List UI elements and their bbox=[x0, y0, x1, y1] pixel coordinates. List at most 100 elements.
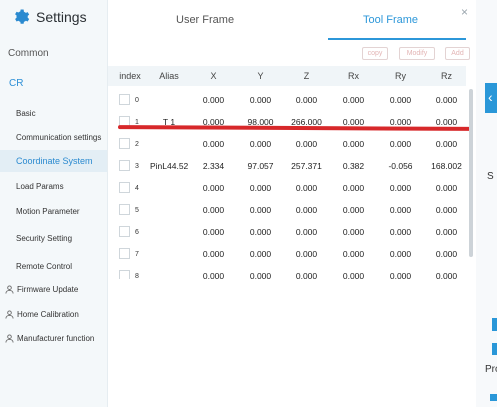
table-row[interactable]: 2 0.000 0.000 0.000 0.000 0.000 0.000 bbox=[108, 133, 466, 155]
cell-ry: 0.000 bbox=[389, 139, 412, 149]
app-title: Settings bbox=[36, 9, 87, 25]
side-expand-button[interactable] bbox=[485, 83, 497, 113]
row-index: 4 bbox=[135, 185, 139, 192]
copy-button[interactable]: copy bbox=[362, 47, 388, 60]
frame-tabs: User Frame Tool Frame × bbox=[108, 0, 476, 40]
row-checkbox[interactable] bbox=[119, 204, 130, 215]
cell-alias: T 1 bbox=[162, 117, 176, 127]
cell-x: 0.000 bbox=[202, 117, 225, 127]
background-indicator bbox=[490, 394, 497, 401]
add-button[interactable]: Add bbox=[445, 47, 470, 60]
cell-rz: 0.000 bbox=[435, 271, 458, 279]
chevron-left-icon: ‹ bbox=[488, 89, 493, 105]
sidebar-item-security-setting[interactable]: Security Setting bbox=[16, 234, 73, 243]
row-checkbox[interactable] bbox=[119, 160, 130, 171]
cell-ry: 0.000 bbox=[389, 95, 412, 105]
cell-rx: 0.000 bbox=[342, 183, 365, 193]
table-row[interactable]: 0 0.000 0.000 0.000 0.000 0.000 0.000 bbox=[108, 89, 466, 111]
table-row[interactable]: 6 0.000 0.000 0.000 0.000 0.000 0.000 bbox=[108, 221, 466, 243]
background-label-s: S bbox=[487, 171, 494, 182]
row-index: 3 bbox=[135, 163, 139, 170]
cell-ry: 0.000 bbox=[389, 227, 412, 237]
row-checkbox[interactable] bbox=[119, 270, 130, 279]
table-row[interactable]: 5 0.000 0.000 0.000 0.000 0.000 0.000 bbox=[108, 199, 466, 221]
row-index: 1 bbox=[135, 119, 139, 126]
sidebar-item-common[interactable]: Common bbox=[8, 48, 49, 59]
cell-x: 0.000 bbox=[202, 95, 225, 105]
sidebar-item-firmware-update[interactable]: Firmware Update bbox=[5, 285, 112, 294]
sidebar-item-label: Manufacturer function bbox=[17, 334, 95, 343]
row-index: 2 bbox=[135, 141, 139, 148]
cell-rz: 0.000 bbox=[435, 205, 458, 215]
row-checkbox[interactable] bbox=[119, 138, 130, 149]
person-icon bbox=[5, 285, 14, 294]
sidebar-item-cr[interactable]: CR bbox=[9, 78, 24, 89]
sidebar-item-basic[interactable]: Basic bbox=[16, 109, 36, 118]
cell-x: 0.000 bbox=[202, 227, 225, 237]
row-index: 5 bbox=[135, 207, 139, 214]
cell-rz: 0.000 bbox=[435, 95, 458, 105]
person-icon bbox=[5, 334, 14, 343]
cell-z: 0.000 bbox=[295, 183, 318, 193]
cell-z: 257.371 bbox=[291, 161, 322, 171]
table-row[interactable]: 4 0.000 0.000 0.000 0.000 0.000 0.000 bbox=[108, 177, 466, 199]
sidebar-item-coordinate-system[interactable]: Coordinate System bbox=[0, 150, 107, 172]
cell-rz: 0.000 bbox=[435, 183, 458, 193]
sidebar: Settings Common CR Basic Communication s… bbox=[0, 0, 108, 407]
column-header-x: X bbox=[210, 71, 217, 81]
cell-rz: 0.000 bbox=[435, 227, 458, 237]
column-header-z: Z bbox=[303, 71, 310, 81]
cell-alias: PinL44.52 bbox=[150, 161, 189, 171]
sidebar-item-motion-parameter[interactable]: Motion Parameter bbox=[16, 207, 80, 216]
main-panel: User Frame Tool Frame × copy Modify Add … bbox=[108, 0, 476, 407]
cell-ry: 0.000 bbox=[389, 183, 412, 193]
background-label-pro: Pro bbox=[485, 364, 497, 375]
close-icon[interactable]: × bbox=[460, 5, 468, 19]
column-header-index: index bbox=[119, 71, 141, 81]
table-header: index Alias X Y Z Rx Ry Rz bbox=[108, 66, 466, 86]
cell-ry: 0.000 bbox=[389, 271, 412, 279]
table-row[interactable]: 8 0.000 0.000 0.000 0.000 0.000 0.000 bbox=[108, 265, 466, 279]
active-tab-indicator bbox=[328, 38, 466, 40]
background-control[interactable] bbox=[492, 318, 497, 331]
cell-x: 0.000 bbox=[202, 249, 225, 259]
cell-y: 0.000 bbox=[249, 205, 272, 215]
row-checkbox[interactable] bbox=[119, 182, 130, 193]
column-header-rz: Rz bbox=[441, 71, 452, 81]
background-control[interactable] bbox=[492, 343, 497, 355]
cell-rz: 168.002 bbox=[431, 161, 462, 171]
table-row[interactable]: 3 PinL44.52 2.334 97.057 257.371 0.382 -0.056 1… bbox=[108, 155, 466, 177]
sidebar-item-remote-control[interactable]: Remote Control bbox=[16, 262, 73, 271]
cell-rx: 0.000 bbox=[342, 249, 365, 259]
tab-tool-frame[interactable]: Tool Frame bbox=[363, 14, 419, 26]
cell-y: 0.000 bbox=[249, 95, 272, 105]
row-checkbox[interactable] bbox=[119, 226, 130, 237]
sidebar-item-home-calibration[interactable]: Home Calibration bbox=[5, 310, 112, 319]
cell-y: 0.000 bbox=[249, 139, 272, 149]
gear-icon bbox=[12, 8, 30, 26]
cell-y: 0.000 bbox=[249, 183, 272, 193]
cell-z: 0.000 bbox=[295, 139, 318, 149]
table-row[interactable]: 7 0.000 0.000 0.000 0.000 0.000 0.000 bbox=[108, 243, 466, 265]
column-header-y: Y bbox=[257, 71, 264, 81]
row-index: 6 bbox=[135, 229, 139, 236]
cell-rx: 0.000 bbox=[342, 271, 365, 279]
sidebar-item-label: Home Calibration bbox=[17, 310, 79, 319]
tab-user-frame[interactable]: User Frame bbox=[176, 14, 235, 26]
table-scrollbar[interactable] bbox=[469, 89, 473, 257]
cell-ry: 0.000 bbox=[389, 205, 412, 215]
cell-z: 0.000 bbox=[295, 271, 318, 279]
row-checkbox[interactable] bbox=[119, 94, 130, 105]
cell-x: 0.000 bbox=[202, 183, 225, 193]
cell-z: 266.000 bbox=[291, 117, 322, 127]
cell-z: 0.000 bbox=[295, 95, 318, 105]
sidebar-item-load-params[interactable]: Load Params bbox=[16, 182, 64, 191]
cell-rz: 0.000 bbox=[435, 117, 458, 127]
modify-button[interactable]: Modify bbox=[399, 47, 435, 60]
sidebar-item-communication-settings[interactable]: Communication settings bbox=[16, 133, 102, 142]
row-index: 0 bbox=[135, 97, 139, 104]
cell-x: 0.000 bbox=[202, 139, 225, 149]
row-checkbox[interactable] bbox=[119, 248, 130, 259]
sidebar-item-manufacturer-function[interactable]: Manufacturer function bbox=[5, 334, 112, 343]
cell-ry: -0.056 bbox=[388, 161, 413, 171]
